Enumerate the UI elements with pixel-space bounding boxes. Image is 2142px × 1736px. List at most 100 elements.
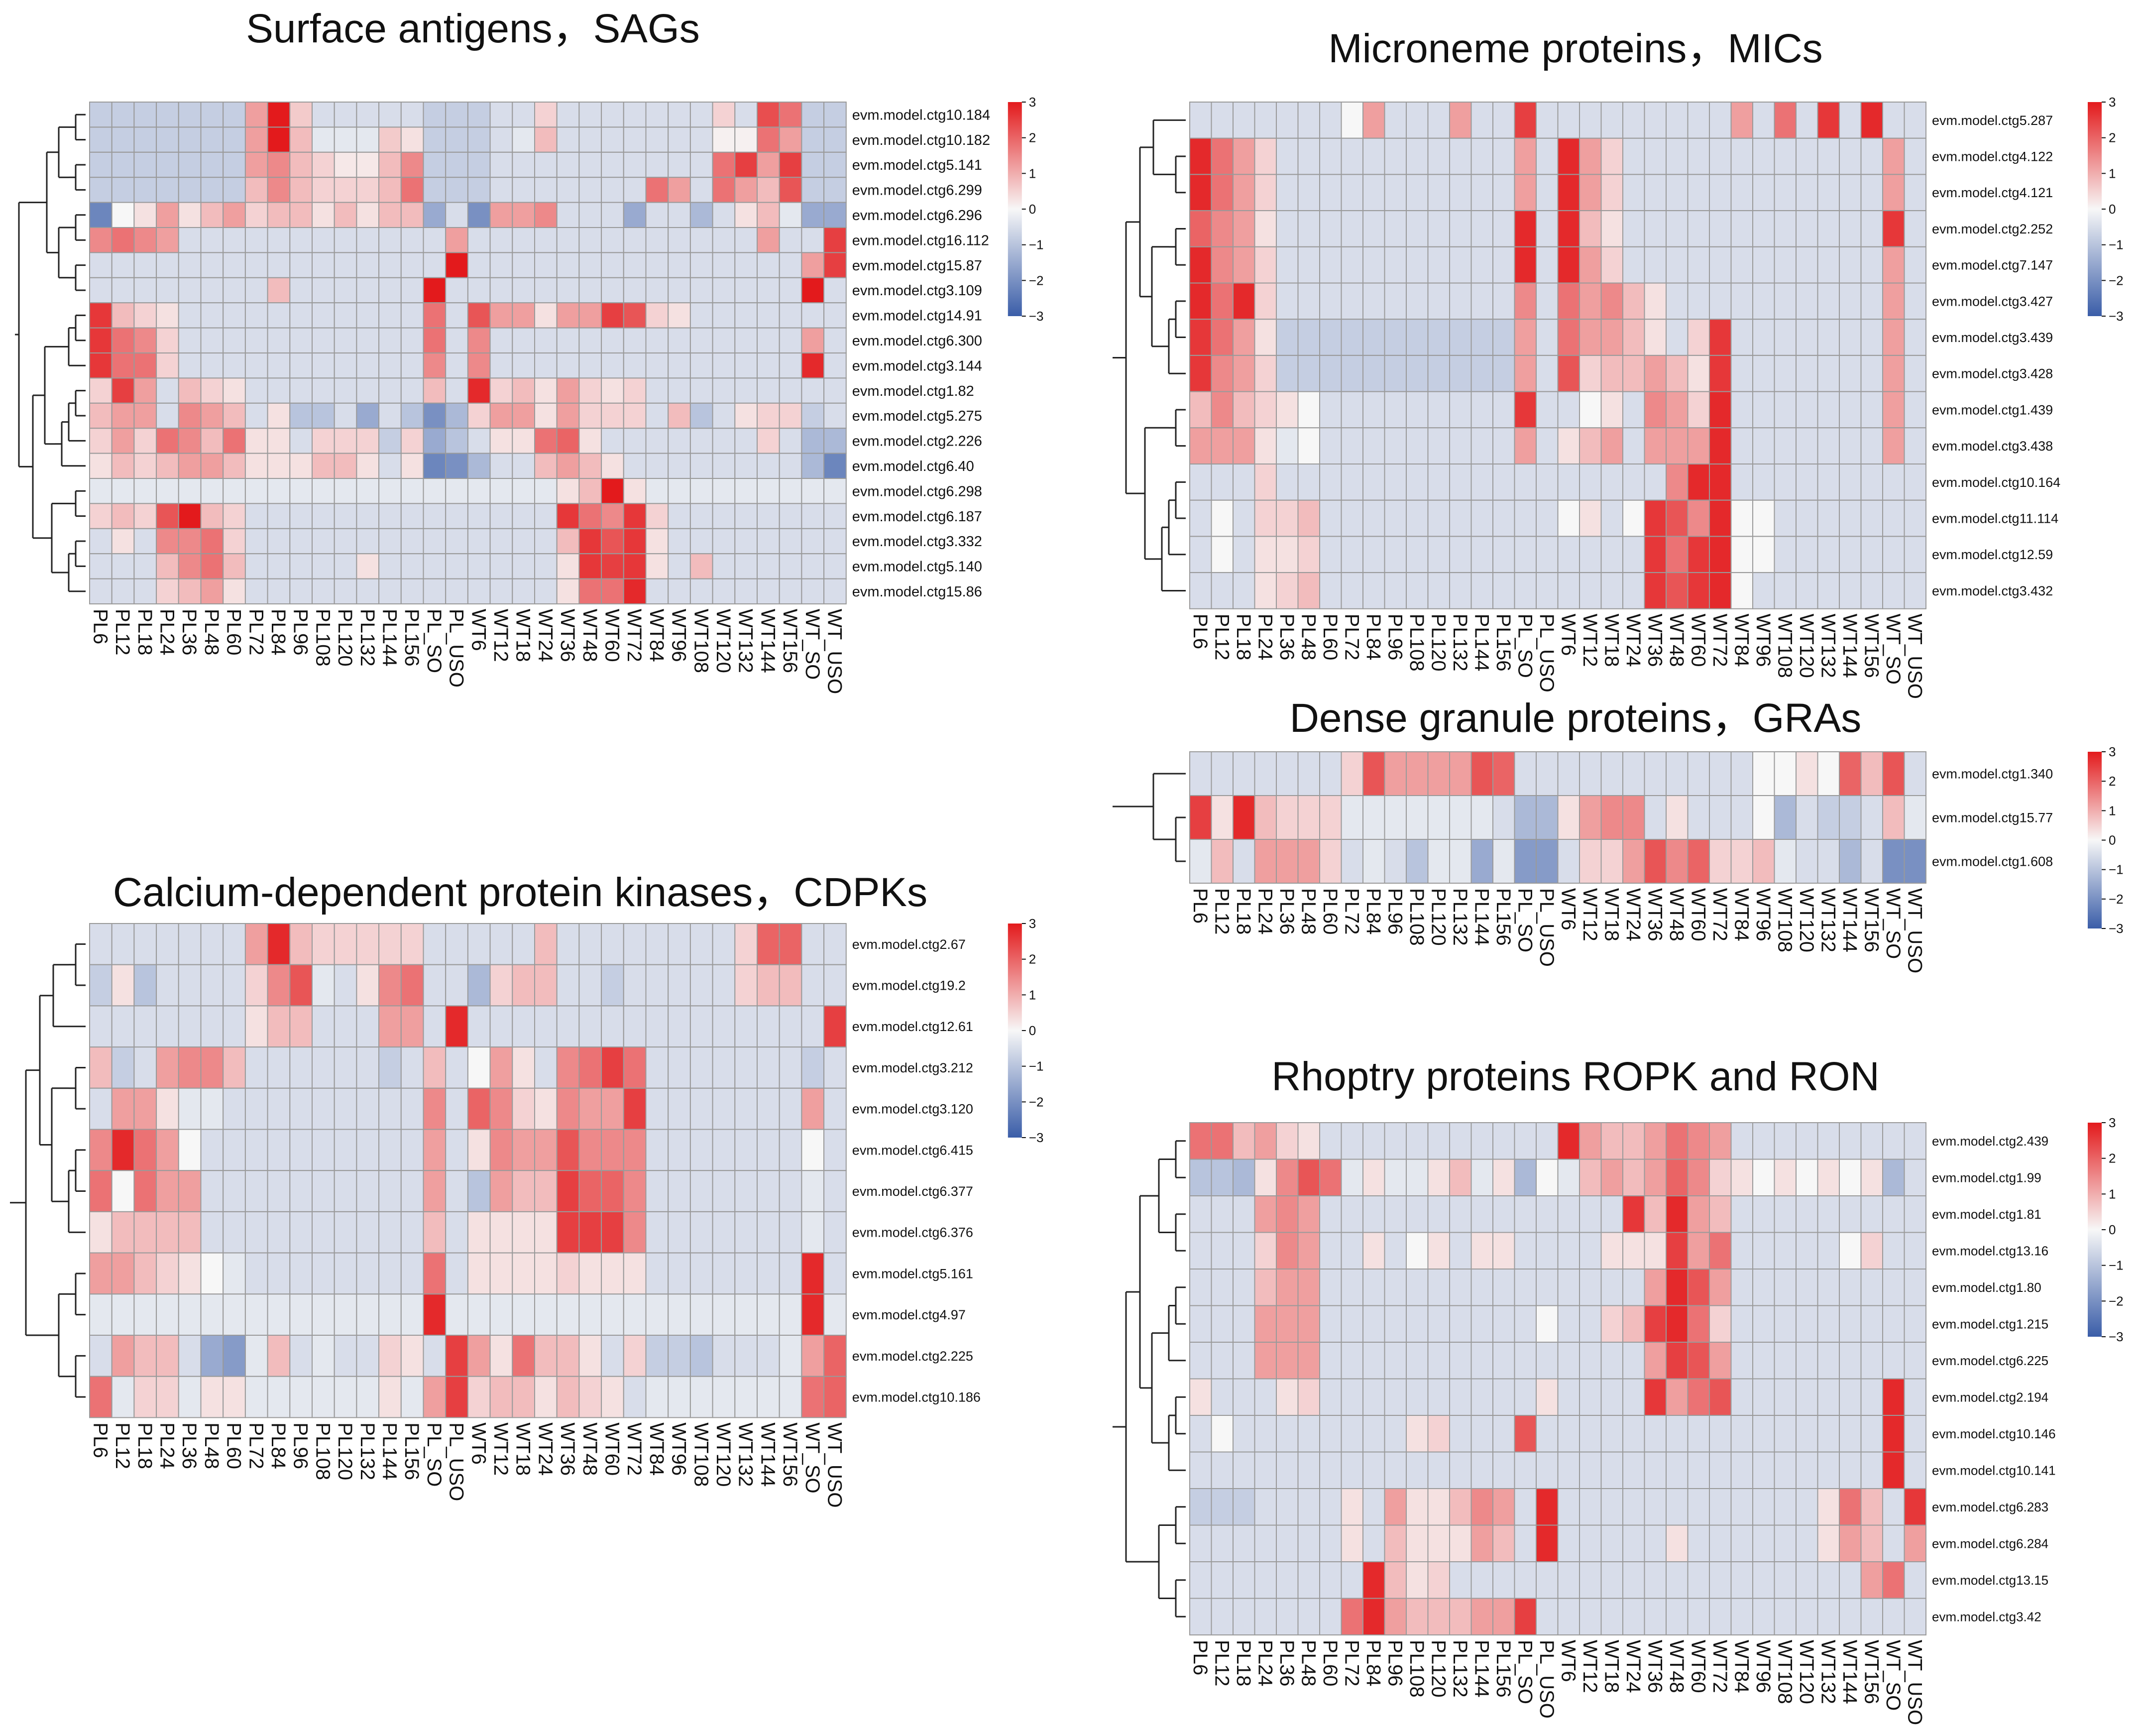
heatmap-cell xyxy=(1557,1342,1580,1380)
heatmap-cell xyxy=(623,1376,647,1418)
color-scale-tick-label: 2 xyxy=(1029,130,1036,145)
heatmap-cell xyxy=(1687,751,1710,796)
heatmap-cell xyxy=(1687,1378,1710,1416)
heatmap-cell xyxy=(1492,427,1515,464)
heatmap-cell xyxy=(334,151,357,178)
heatmap-cell xyxy=(89,528,113,555)
heatmap-cell xyxy=(400,402,424,429)
heatmap-cell xyxy=(244,528,268,555)
heatmap-cell xyxy=(223,578,246,604)
heatmap-cell xyxy=(1579,174,1602,212)
heatmap-cell xyxy=(133,528,157,555)
heatmap-cell xyxy=(512,1170,536,1212)
heatmap-cell xyxy=(200,503,224,529)
heatmap-cell xyxy=(1189,1195,1212,1233)
heatmap-cell xyxy=(1666,427,1689,464)
heatmap-cell xyxy=(1362,210,1385,247)
heatmap-cell xyxy=(1254,1524,1277,1562)
heatmap-cell xyxy=(823,578,847,604)
heatmap-cell xyxy=(1189,1232,1212,1270)
heatmap-cell xyxy=(1730,1598,1753,1635)
heatmap-cell xyxy=(556,1170,580,1212)
heatmap-cell xyxy=(489,1170,513,1212)
heatmap-cell xyxy=(289,252,313,278)
heatmap-cell xyxy=(312,1293,335,1336)
heatmap-cell xyxy=(1492,1451,1515,1489)
heatmap-cell xyxy=(1709,319,1732,356)
heatmap-cell xyxy=(1406,795,1429,840)
heatmap-cell xyxy=(1557,282,1580,320)
heatmap-cell xyxy=(1904,174,1926,212)
heatmap-cell xyxy=(200,528,224,555)
heatmap-cell xyxy=(1470,1342,1493,1380)
heatmap-cell xyxy=(534,1005,558,1048)
heatmap-cell xyxy=(1211,427,1234,464)
heatmap-cell xyxy=(156,151,179,178)
heatmap-cell xyxy=(1233,282,1255,320)
column-label: WT132 xyxy=(1817,888,1839,952)
heatmap-cell xyxy=(378,1252,402,1295)
heatmap-cell xyxy=(289,327,313,353)
heatmap-cell xyxy=(467,402,491,429)
heatmap-cell xyxy=(1470,795,1493,840)
heatmap-cell xyxy=(1254,102,1277,139)
heatmap-cell xyxy=(1600,102,1623,139)
heatmap-cell xyxy=(1276,1122,1299,1160)
heatmap-cell xyxy=(445,453,468,479)
heatmap-cell xyxy=(1882,751,1905,796)
heatmap-cell xyxy=(133,302,157,329)
color-scale-tick-label: 1 xyxy=(2109,166,2116,181)
heatmap-cell xyxy=(1817,572,1840,609)
column-label: WT36 xyxy=(1644,1640,1666,1693)
heatmap-cell xyxy=(1406,210,1429,247)
heatmap-cell xyxy=(1189,427,1212,464)
heatmap-cell xyxy=(267,202,291,229)
row-label: evm.model.ctg15.77 xyxy=(1932,810,2053,825)
heatmap-cell xyxy=(400,1129,424,1171)
heatmap-cell xyxy=(668,578,691,604)
column-label: WT24 xyxy=(534,609,556,662)
heatmap-cell xyxy=(1730,795,1753,840)
heatmap-cell xyxy=(223,402,246,429)
heatmap-cell xyxy=(1622,1269,1645,1306)
heatmap-cell xyxy=(757,1376,780,1418)
column-label: WT144 xyxy=(757,609,779,673)
heatmap-cell xyxy=(601,151,624,178)
heatmap-cell xyxy=(734,1005,758,1048)
heatmap-cell xyxy=(1752,137,1775,175)
column-label: WT132 xyxy=(1817,614,1839,678)
heatmap-cell xyxy=(1774,427,1797,464)
heatmap-cell xyxy=(1211,354,1234,392)
heatmap-cell xyxy=(1319,1488,1342,1526)
heatmap-cell xyxy=(689,1005,713,1048)
heatmap-cell xyxy=(400,1252,424,1295)
heatmap-cell xyxy=(734,277,758,304)
heatmap-cell xyxy=(1666,1305,1689,1343)
heatmap-cell xyxy=(1406,1488,1429,1526)
heatmap-cell xyxy=(1557,210,1580,247)
heatmap-cell xyxy=(1730,427,1753,464)
heatmap-cell xyxy=(623,277,647,304)
heatmap-cell xyxy=(1904,1488,1926,1526)
heatmap-cell xyxy=(601,578,624,604)
heatmap-cell xyxy=(156,202,179,229)
heatmap-cell xyxy=(556,478,580,504)
heatmap-cell xyxy=(1666,1158,1689,1196)
column-label: PL48 xyxy=(1297,888,1319,934)
heatmap-cell xyxy=(801,327,825,353)
row-dendrogram xyxy=(15,114,86,592)
heatmap-cell xyxy=(423,923,447,965)
heatmap-cell xyxy=(689,478,713,504)
heatmap-cell xyxy=(1211,572,1234,609)
heatmap-cell xyxy=(1709,463,1732,501)
heatmap-cell xyxy=(1796,1415,1818,1453)
heatmap-cell xyxy=(534,277,558,304)
heatmap-cell xyxy=(1492,282,1515,320)
heatmap-cell xyxy=(334,202,357,229)
heatmap-cell xyxy=(1730,1378,1753,1416)
heatmap-cell xyxy=(1687,1561,1710,1599)
heatmap-cell xyxy=(1796,210,1818,247)
column-label: WT18 xyxy=(1600,888,1622,941)
heatmap-cell xyxy=(1687,1524,1710,1562)
heatmap-cell xyxy=(133,377,157,404)
